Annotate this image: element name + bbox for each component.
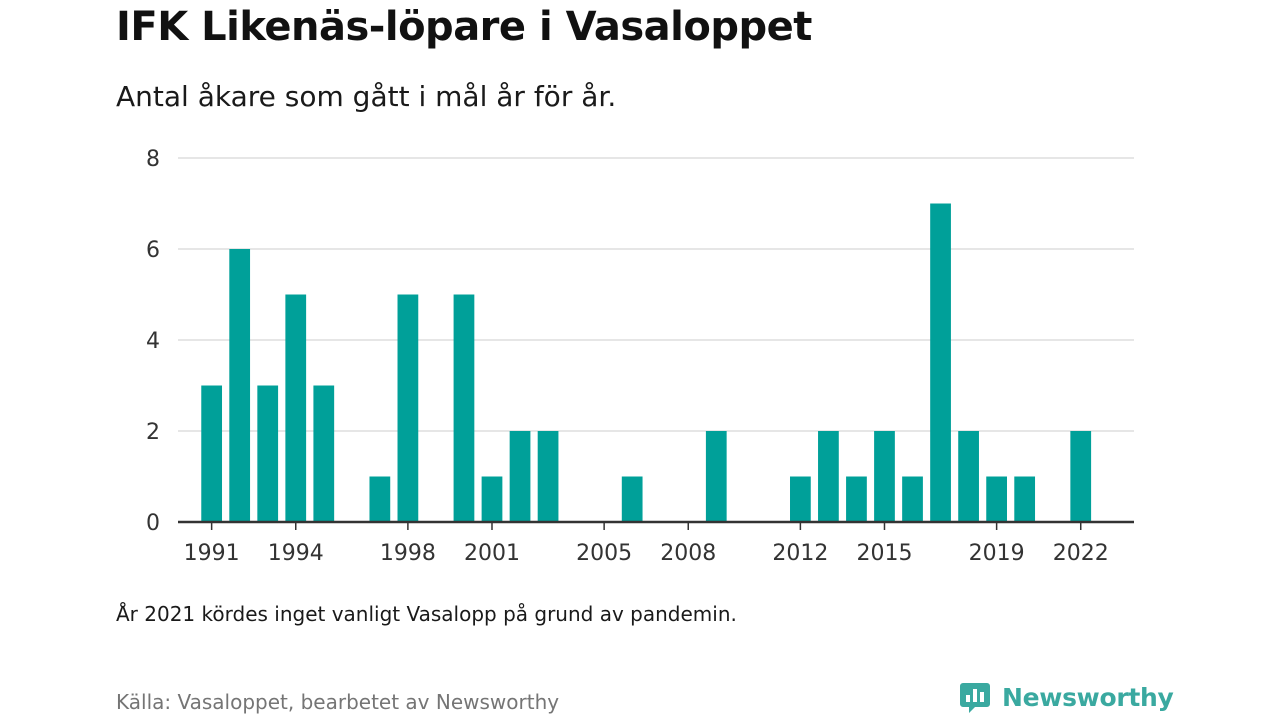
bar-chart: 0 2 4 6 8 1991 1994 1998 2001 2005 2008 2012 2015 201…: [146, 147, 1134, 566]
bar: [705, 431, 727, 522]
bar: [397, 294, 419, 522]
bar: [930, 203, 951, 522]
x-tick-label: 2022: [1053, 541, 1109, 566]
bar: [453, 294, 475, 522]
chart-note: År 2021 kördes inget vanligt Vasalopp på…: [116, 602, 737, 626]
bar: [1070, 431, 1092, 522]
bar: [621, 476, 643, 522]
x-tick-label: 1998: [380, 541, 436, 566]
x-tick-label: 2008: [660, 541, 716, 566]
bar: [790, 476, 811, 522]
bar: [229, 249, 251, 522]
bar: [481, 476, 503, 522]
bar: [509, 431, 531, 522]
bar: [1014, 476, 1036, 522]
bar: [958, 431, 979, 522]
bar: [537, 431, 559, 522]
bar: [313, 385, 335, 522]
bar: [846, 476, 867, 522]
bar: [902, 476, 923, 522]
brand-name: Newsworthy: [1002, 682, 1174, 712]
newsworthy-logo-icon: [960, 683, 990, 713]
bar: [369, 476, 391, 522]
chart-title: IFK Likenäs-löpare i Vasaloppet: [116, 4, 812, 50]
x-tick-label: 2012: [772, 541, 828, 566]
bar: [201, 385, 223, 522]
y-tick-label: 6: [146, 238, 160, 263]
brand-logo[interactable]: Newsworthy: [958, 680, 1174, 714]
x-tick-label: 2005: [576, 541, 632, 566]
y-tick-label: 4: [146, 329, 160, 354]
x-tick-label: 2019: [969, 541, 1025, 566]
y-tick-label: 8: [146, 147, 160, 172]
chart-subtitle: Antal åkare som gått i mål år för år.: [116, 80, 617, 113]
bar: [986, 476, 1008, 522]
bar: [257, 385, 279, 522]
x-tick-label: 1991: [184, 541, 240, 566]
y-tick-label: 0: [146, 511, 160, 536]
y-tick-label: 2: [146, 420, 160, 445]
bar: [285, 294, 307, 522]
x-tick-label: 2015: [856, 541, 912, 566]
bar: [874, 431, 895, 522]
bar: [818, 431, 839, 522]
x-tick-label: 2001: [464, 541, 520, 566]
x-tick-label: 1994: [268, 541, 324, 566]
source-credit: Källa: Vasaloppet, bearbetet av Newswort…: [116, 690, 560, 714]
